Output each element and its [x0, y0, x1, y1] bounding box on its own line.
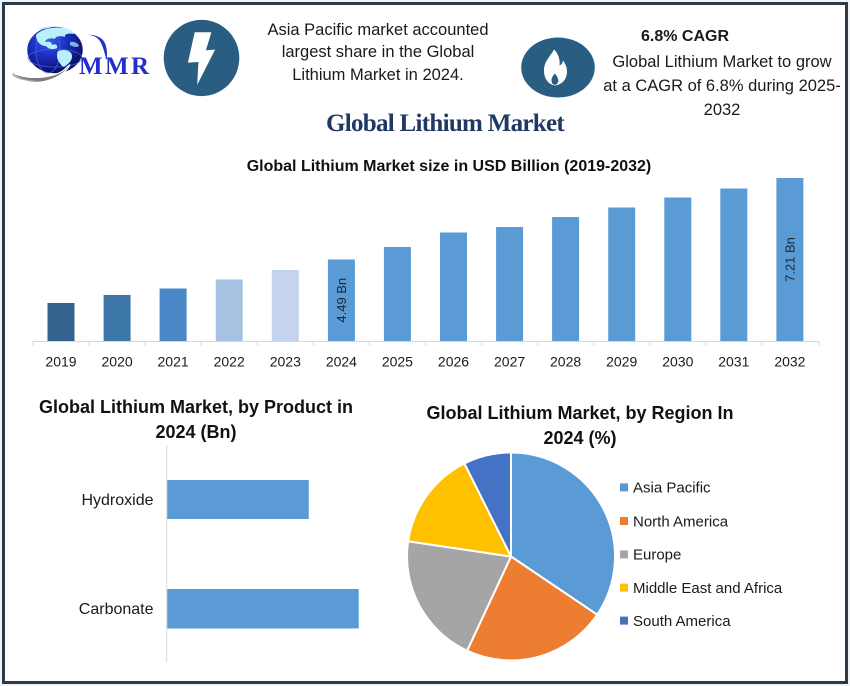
svg-text:2020: 2020: [102, 354, 133, 370]
svg-text:Carbonate: Carbonate: [79, 601, 154, 618]
svg-text:2019: 2019: [45, 354, 76, 370]
svg-text:2021: 2021: [158, 354, 189, 370]
svg-text:2028: 2028: [550, 354, 581, 370]
svg-text:Middle East and Africa: Middle East and Africa: [633, 580, 783, 597]
svg-text:2030: 2030: [662, 354, 693, 370]
svg-text:2026: 2026: [438, 354, 469, 370]
svg-text:North America: North America: [633, 513, 729, 530]
svg-text:Asia Pacific: Asia Pacific: [633, 480, 711, 497]
svg-text:Europe: Europe: [633, 547, 681, 564]
svg-text:South America: South America: [633, 613, 731, 630]
svg-text:7.21 Bn: 7.21 Bn: [782, 237, 797, 282]
svg-text:2022: 2022: [214, 354, 245, 370]
svg-text:4.49 Bn: 4.49 Bn: [334, 278, 349, 323]
svg-text:2032: 2032: [774, 354, 805, 370]
svg-text:2023: 2023: [270, 354, 301, 370]
svg-text:2027: 2027: [494, 354, 525, 370]
svg-text:2031: 2031: [718, 354, 749, 370]
svg-text:2029: 2029: [606, 354, 637, 370]
svg-text:2024: 2024: [326, 354, 357, 370]
svg-text:MMR: MMR: [79, 53, 151, 80]
svg-text:2025: 2025: [382, 354, 413, 370]
svg-text:Hydroxide: Hydroxide: [81, 492, 153, 509]
